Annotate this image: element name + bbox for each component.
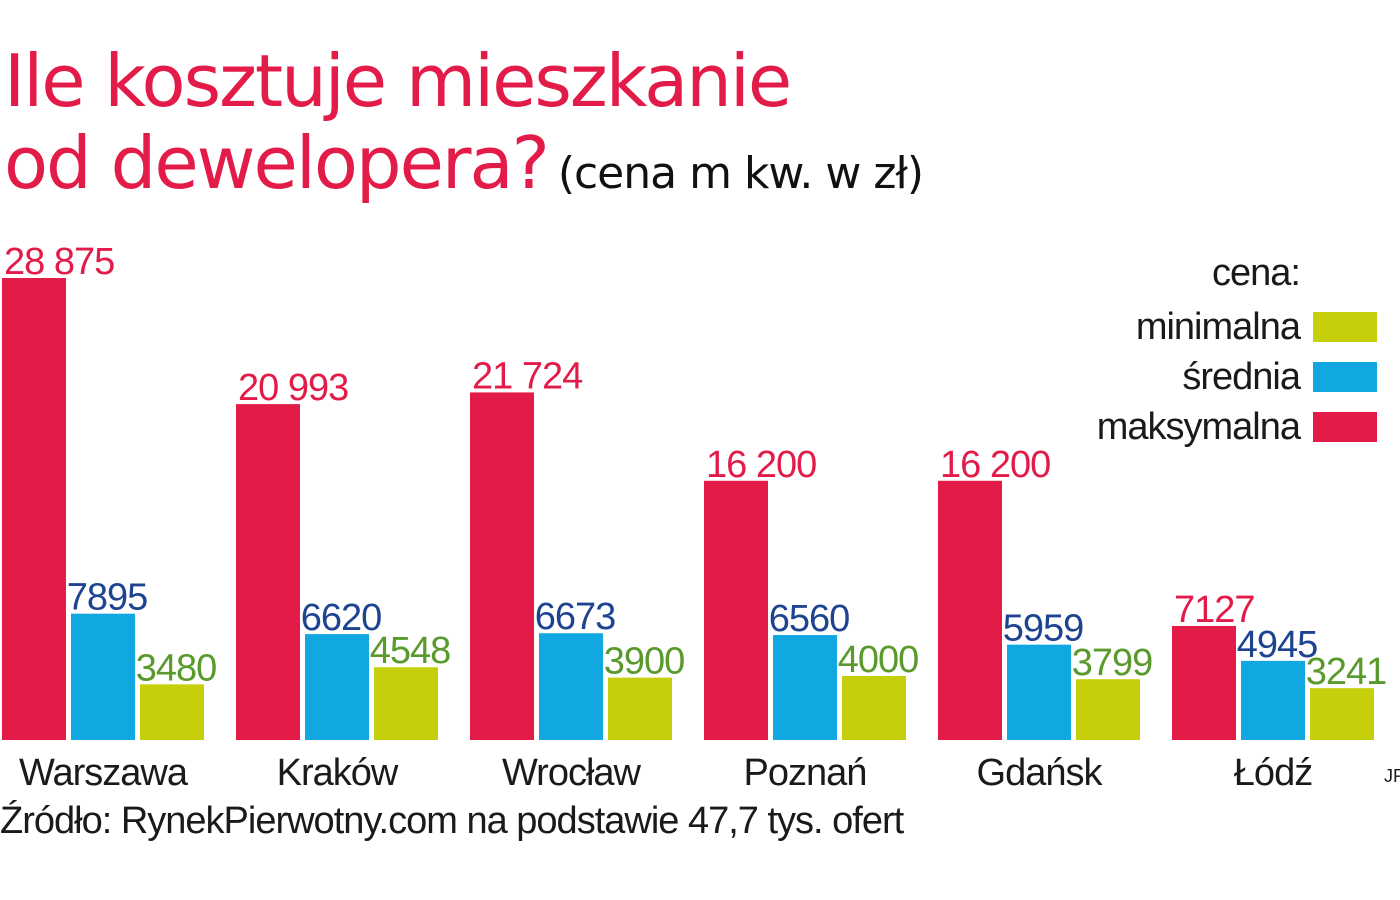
- category-label-2: Wrocław: [502, 752, 642, 794]
- bar-avg-0: [71, 613, 135, 740]
- bar-min-5: [1310, 688, 1374, 740]
- legend-title: cena:: [1212, 252, 1301, 294]
- value-label-avg-3: 6560: [769, 598, 850, 640]
- value-label-avg-4: 5959: [1003, 608, 1084, 650]
- value-label-max-1: 20 993: [238, 367, 348, 409]
- chart-title: Ile kosztuje mieszkanie od dewelopera? (c…: [4, 39, 924, 215]
- bar-avg-3: [773, 635, 837, 740]
- category-label-0: Warszawa: [19, 752, 189, 794]
- category-label-4: Gdańsk: [977, 752, 1104, 794]
- author-initials: JR: [1384, 766, 1400, 786]
- value-label-max-2: 21 724: [472, 355, 583, 397]
- category-label-3: Poznań: [744, 752, 867, 794]
- legend-label-min: minimalna: [1135, 306, 1301, 348]
- source-note: Źródło: RynekPierwotny.com na podstawie …: [0, 800, 904, 842]
- bar-avg-1: [305, 634, 369, 740]
- legend-label-max: maksymalna: [1096, 406, 1301, 448]
- value-label-avg-1: 6620: [301, 597, 382, 639]
- value-label-avg-0: 7895: [67, 577, 148, 619]
- category-label-1: Kraków: [277, 752, 399, 794]
- bar-max-1: [236, 404, 300, 740]
- bar-min-3: [842, 676, 906, 740]
- bar-max-0: [2, 278, 66, 740]
- bar-min-4: [1076, 679, 1140, 740]
- bar-min-1: [374, 667, 438, 740]
- value-label-max-3: 16 200: [706, 444, 816, 486]
- value-label-min-5: 3241: [1306, 651, 1387, 693]
- value-label-min-2: 3900: [604, 641, 685, 683]
- bar-min-0: [140, 684, 204, 740]
- value-label-avg-2: 6673: [535, 596, 616, 638]
- bar-max-2: [470, 392, 534, 740]
- category-label-5: Łódź: [1234, 752, 1312, 794]
- legend-swatch-max: [1313, 412, 1377, 442]
- value-label-max-5: 7127: [1174, 589, 1255, 631]
- value-label-min-0: 3480: [136, 647, 217, 689]
- bar-min-2: [608, 677, 672, 740]
- bar-avg-2: [539, 633, 603, 740]
- value-label-max-0: 28 875: [4, 241, 114, 283]
- chart-title-line1: Ile kosztuje mieszkanie: [4, 39, 792, 123]
- bar-avg-4: [1007, 644, 1071, 740]
- value-label-max-4: 16 200: [940, 444, 1050, 486]
- bar-max-3: [704, 480, 768, 740]
- bar-avg-5: [1241, 660, 1305, 740]
- bar-max-4: [938, 480, 1002, 740]
- chart-subtitle: (cena m kw. w zł): [557, 148, 924, 199]
- value-label-avg-5: 4945: [1237, 624, 1318, 666]
- legend-label-avg: średnia: [1182, 356, 1301, 398]
- bar-max-5: [1172, 625, 1236, 740]
- chart-title-line2: od dewelopera?: [4, 121, 550, 205]
- value-label-min-1: 4548: [370, 630, 451, 672]
- legend-swatch-min: [1313, 312, 1377, 342]
- value-label-min-3: 4000: [838, 639, 919, 681]
- legend-swatch-avg: [1313, 362, 1377, 392]
- value-label-min-4: 3799: [1072, 642, 1153, 684]
